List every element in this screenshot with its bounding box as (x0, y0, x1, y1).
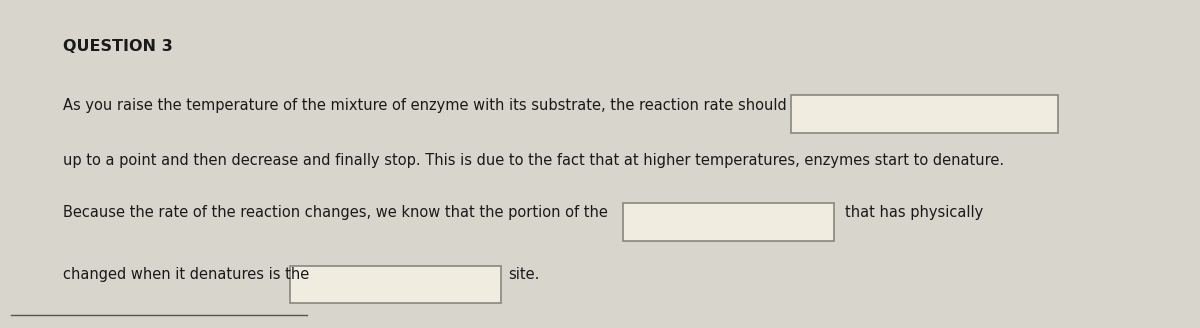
Text: up to a point and then decrease and finally stop. This is due to the fact that a: up to a point and then decrease and fina… (62, 153, 1003, 168)
Text: that has physically: that has physically (845, 205, 984, 220)
Text: Because the rate of the reaction changes, we know that the portion of the: Because the rate of the reaction changes… (62, 205, 607, 220)
Text: QUESTION 3: QUESTION 3 (62, 39, 173, 54)
FancyBboxPatch shape (290, 266, 500, 303)
Text: site.: site. (509, 267, 540, 282)
Text: changed when it denatures is the: changed when it denatures is the (62, 267, 308, 282)
FancyBboxPatch shape (791, 95, 1058, 133)
FancyBboxPatch shape (624, 203, 834, 241)
Text: As you raise the temperature of the mixture of enzyme with its substrate, the re: As you raise the temperature of the mixt… (62, 98, 786, 113)
